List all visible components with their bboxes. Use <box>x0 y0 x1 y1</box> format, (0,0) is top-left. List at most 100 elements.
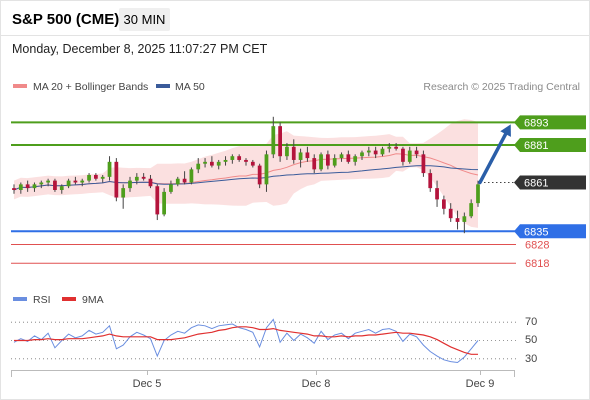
candle-body <box>319 154 323 170</box>
candle-body <box>25 184 30 189</box>
candle-body <box>59 186 64 190</box>
rsi-line <box>13 318 479 364</box>
candle-body <box>326 154 330 166</box>
candle-body <box>291 146 296 160</box>
rsi-ma-legend-swatch <box>62 297 76 301</box>
candle-body <box>182 178 187 183</box>
candle-body <box>250 161 255 166</box>
resistance-1-label: 6881 <box>524 140 548 152</box>
candle-body <box>394 146 398 149</box>
candle-body <box>210 161 214 166</box>
candle-body <box>80 180 85 183</box>
candle-body <box>134 176 139 181</box>
candle-body <box>442 199 446 209</box>
candle-body <box>353 156 358 162</box>
candle-body <box>121 188 126 198</box>
candle-body <box>257 165 262 185</box>
support-1-label: 6835 <box>524 226 548 238</box>
projection-arrowhead <box>500 124 511 137</box>
candle-body <box>469 203 474 217</box>
candles <box>12 116 480 234</box>
rsi-tick-50: 50 <box>525 334 537 346</box>
x-tick-dec8: Dec 8 <box>302 378 331 390</box>
bollinger-band <box>14 119 478 228</box>
candle-body <box>339 154 344 159</box>
support-3-label: 6818 <box>525 258 549 270</box>
candle-body <box>264 154 269 185</box>
credit-text: Research © 2025 Trading Central <box>423 81 580 93</box>
candle-body <box>366 150 371 153</box>
candle-body <box>435 188 439 200</box>
ma50-legend-label: MA 50 <box>175 81 205 93</box>
candle-body <box>87 174 91 181</box>
candle-body <box>462 216 467 222</box>
candle-body <box>203 161 207 164</box>
x-tick-dec9: Dec 9 <box>466 378 495 390</box>
candle-body <box>428 173 433 189</box>
candle-body <box>189 169 194 183</box>
projection-arrow <box>478 129 509 185</box>
candle-body <box>332 158 337 166</box>
candle-body <box>100 176 105 179</box>
candle-body <box>278 126 282 157</box>
candle-body <box>298 152 303 160</box>
rsi-gridlines <box>11 321 516 360</box>
candle-body <box>73 180 78 183</box>
resistance-1-label-bg <box>514 137 586 152</box>
candle-body <box>66 180 71 187</box>
candle-body <box>305 152 310 159</box>
rsi-ma-legend-label: 9MA <box>82 294 104 306</box>
ma50-line <box>13 165 479 191</box>
candle-body <box>421 154 426 174</box>
resistance-2-label: 6893 <box>524 117 548 129</box>
instrument-title: S&P 500 (CME) <box>12 11 119 28</box>
candle-body <box>18 184 23 190</box>
x-tick-dec5: Dec 5 <box>133 378 162 390</box>
level-lines <box>11 121 516 264</box>
rsi-legend-label: RSI <box>33 294 51 306</box>
support-1-label-bg <box>514 224 586 239</box>
candle-body <box>32 184 37 189</box>
candle-body <box>148 178 153 187</box>
candle-body <box>39 182 44 185</box>
candle-body <box>223 159 228 162</box>
ma20-legend-swatch <box>13 84 27 88</box>
last-price-label-bg <box>514 175 586 190</box>
candle-body <box>230 156 235 160</box>
timestamp: Monday, December 8, 2025 11:07:27 PM CET <box>12 42 268 56</box>
candle-body <box>53 180 57 190</box>
candle-body <box>448 208 453 219</box>
candle-body <box>162 191 166 215</box>
candle-body <box>285 146 289 157</box>
candle-body <box>169 184 173 192</box>
last-price-label: 6861 <box>524 177 548 189</box>
candle-body <box>360 152 364 157</box>
ma20-legend-label: MA 20 + Bollinger Bands <box>33 81 148 93</box>
candle-body <box>12 188 16 190</box>
candle-body <box>244 159 248 162</box>
candle-body <box>476 184 480 204</box>
candle-body <box>107 161 112 177</box>
candle-body <box>196 163 201 170</box>
candle-body <box>141 176 146 179</box>
rsi-legend-swatch <box>13 297 27 301</box>
candle-body <box>155 186 160 215</box>
candle-body <box>387 146 392 149</box>
timeframe-label: 30 MIN <box>124 12 166 27</box>
candle-body <box>128 180 132 189</box>
candle-body <box>237 156 242 160</box>
candle-body <box>407 150 412 162</box>
ma50-legend-swatch <box>156 84 170 88</box>
candle-body <box>271 126 276 155</box>
candle-body <box>175 178 180 185</box>
timeframe-button[interactable] <box>119 8 170 31</box>
resistance-2-label-bg <box>514 115 586 130</box>
candle-body <box>346 154 351 162</box>
candle-body <box>46 180 50 183</box>
rsi-tick-30: 30 <box>525 353 537 365</box>
candle-body <box>94 174 98 179</box>
candle-body <box>401 148 405 162</box>
